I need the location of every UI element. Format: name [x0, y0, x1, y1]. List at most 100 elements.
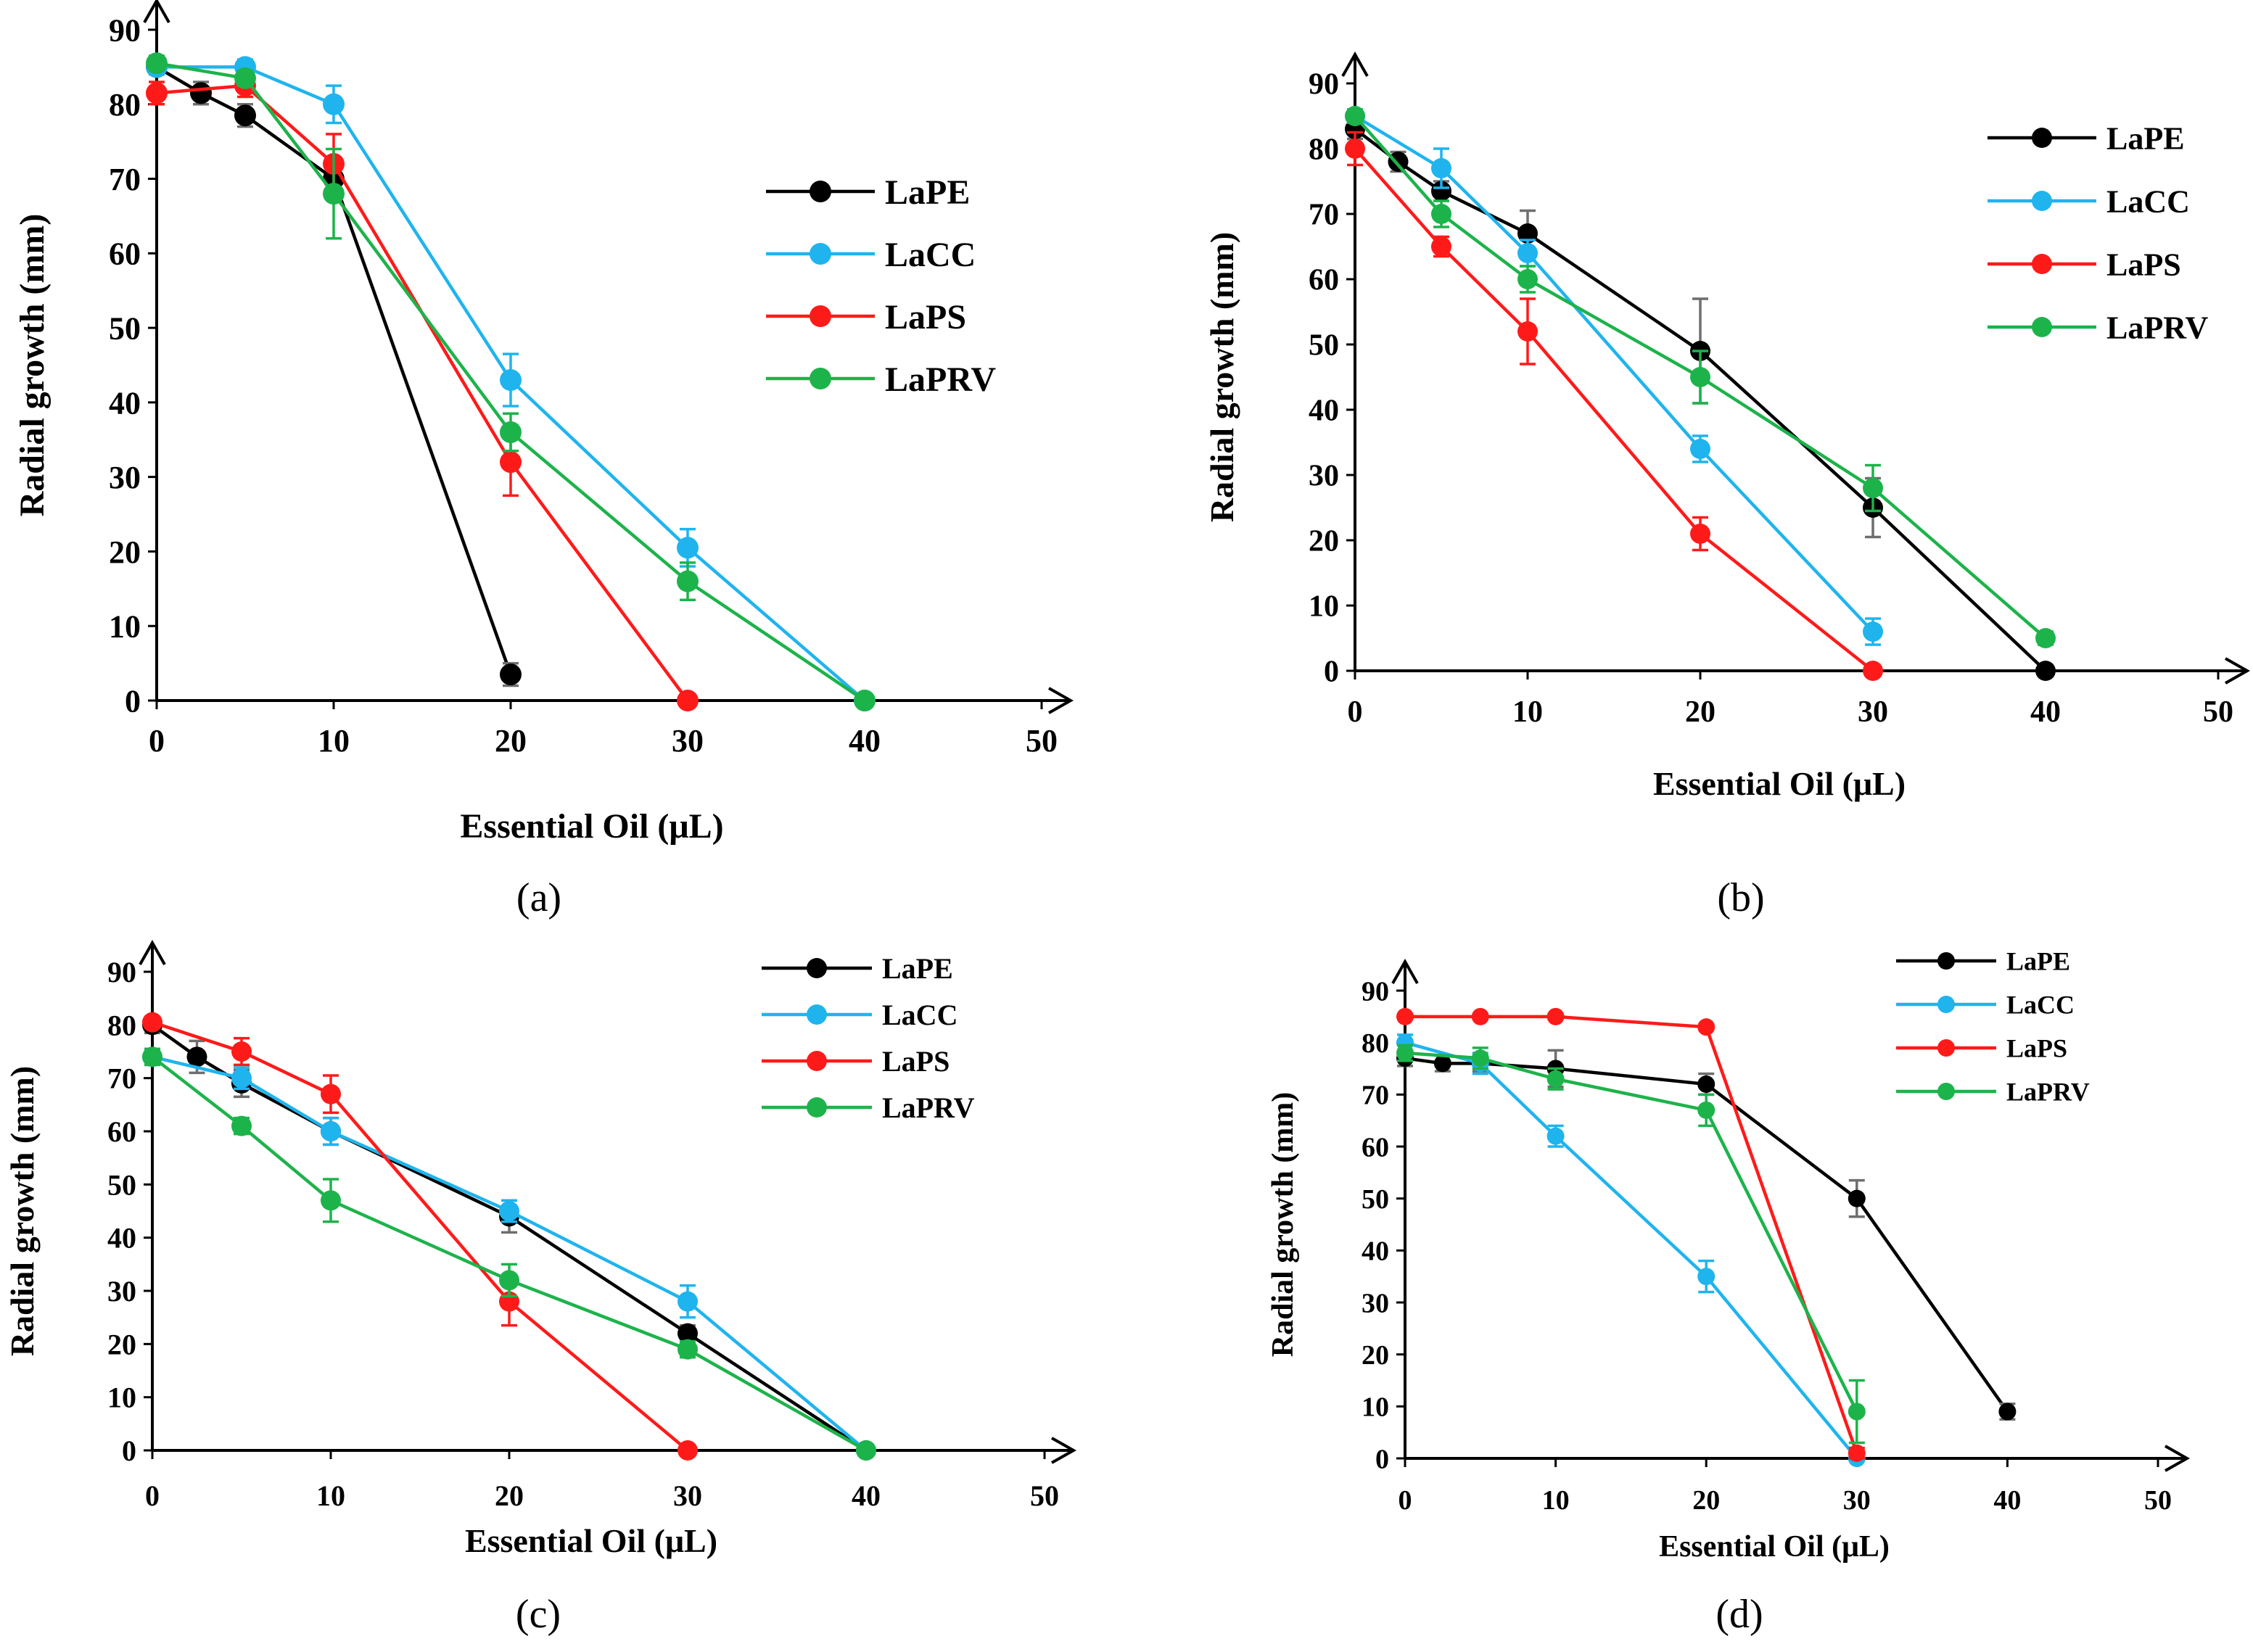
data-point — [321, 1121, 341, 1141]
legend-label-lape: LaPE — [882, 952, 953, 985]
x-tick-label: 40 — [2030, 695, 2061, 729]
x-tick-label: 20 — [1692, 1485, 1720, 1516]
legend-marker — [2032, 191, 2052, 211]
data-point — [677, 1440, 698, 1461]
data-point — [321, 1190, 341, 1211]
data-point — [1848, 1444, 1866, 1462]
y-tick-label: 80 — [109, 87, 141, 123]
data-point — [1546, 1007, 1565, 1025]
series-line — [152, 1055, 868, 1452]
data-point — [1396, 1044, 1414, 1062]
x-tick-label: 50 — [1026, 723, 1058, 759]
data-point — [186, 1046, 207, 1067]
data-point — [1697, 1075, 1716, 1093]
data-point — [142, 1012, 162, 1033]
y-tick-label: 80 — [107, 1009, 136, 1041]
legend-marker — [810, 305, 831, 327]
legend-marker — [810, 181, 831, 202]
data-point — [1697, 1018, 1716, 1036]
legend-label-laps: LaPS — [2106, 247, 2181, 282]
data-point — [190, 82, 212, 104]
x-tick-label: 30 — [1858, 695, 1888, 729]
data-point — [1697, 1268, 1716, 1286]
data-point — [1345, 106, 1365, 126]
y-tick-label: 0 — [1375, 1444, 1389, 1474]
chart-panel-d: 0 10 20 30 40 50 60 70 80 90 0 10 20 30 40 50 Essential … — [1266, 947, 2191, 1637]
y-tick-label: 40 — [107, 1222, 136, 1255]
series-lacc: LaCC — [1345, 106, 2190, 646]
series-line — [1354, 147, 1874, 672]
data-point — [321, 1083, 341, 1104]
y-axis-arrow — [139, 939, 166, 965]
data-point — [1433, 1054, 1451, 1073]
x-tick-label: 30 — [1843, 1485, 1871, 1516]
legend-marker — [1937, 1083, 1955, 1100]
panel-label: (c) — [516, 1592, 561, 1637]
panel-label: (a) — [516, 875, 561, 920]
series-lape: LaPE — [146, 56, 970, 687]
legend-marker — [807, 1051, 827, 1071]
data-point — [323, 93, 345, 115]
y-tick-label: 0 — [125, 683, 141, 719]
series-laps: LaPS — [142, 1012, 950, 1461]
panel-label: (b) — [1717, 875, 1764, 920]
y-axis-arrow — [143, 0, 170, 23]
y-tick-label: 30 — [1309, 460, 1339, 493]
x-axis-title: Essential Oil (μL) — [1659, 1530, 1890, 1564]
series-line — [156, 62, 866, 702]
y-axis-title: Radial growth (mm) — [1266, 1092, 1300, 1358]
data-point — [500, 421, 522, 443]
series-laps: LaPS — [1345, 131, 2181, 681]
y-tick-label: 60 — [1309, 264, 1339, 297]
x-tick-label: 10 — [1542, 1485, 1570, 1516]
series-line — [151, 1055, 868, 1452]
x-axis-title: Essential Oil (μL) — [465, 1522, 717, 1559]
series-lacc: LaCC — [146, 56, 976, 711]
series-line — [157, 65, 866, 702]
y-tick-label: 10 — [107, 1382, 136, 1414]
data-point — [234, 104, 256, 127]
legend-label-lape: LaPE — [2006, 947, 2070, 976]
y-tick-label: 30 — [1362, 1288, 1389, 1318]
x-tick-label: 20 — [1685, 695, 1716, 729]
legend-marker — [807, 1004, 827, 1025]
legend-label-laprv: LaPRV — [2106, 310, 2208, 345]
x-axis-arrow — [1051, 1437, 1077, 1464]
legend-marker — [807, 958, 827, 978]
data-point — [1388, 152, 1409, 172]
data-point — [1431, 204, 1451, 224]
series-line — [1404, 1041, 1858, 1460]
legend-label-lacc: LaCC — [2106, 183, 2190, 219]
data-point — [1546, 1070, 1565, 1088]
x-tick-label: 20 — [495, 1479, 524, 1512]
y-tick-label: 40 — [1362, 1236, 1389, 1267]
y-tick-label: 90 — [109, 12, 141, 48]
x-axis-arrow — [2225, 657, 2251, 685]
y-tick-label: 10 — [109, 609, 141, 645]
y-axis-arrow — [1341, 51, 1369, 77]
x-tick-label: 50 — [1030, 1479, 1059, 1512]
y-tick-label: 10 — [1362, 1392, 1389, 1423]
y-axis-title: Radial growth (mm) — [13, 214, 52, 517]
data-point — [234, 67, 256, 89]
y-tick-label: 60 — [109, 236, 141, 272]
y-tick-label: 90 — [1362, 976, 1389, 1007]
data-point — [856, 1440, 876, 1461]
data-point — [1471, 1007, 1489, 1025]
series-laps: LaPS — [146, 73, 966, 711]
y-tick-label: 50 — [1309, 329, 1339, 363]
data-point — [1517, 321, 1538, 342]
x-tick-label: 0 — [149, 723, 165, 759]
x-tick-label: 10 — [316, 1479, 345, 1512]
series-line — [1404, 1051, 1858, 1413]
data-point — [142, 1046, 162, 1067]
x-tick-label: 50 — [2203, 695, 2233, 729]
data-point — [1431, 158, 1451, 178]
y-tick-label: 20 — [109, 534, 141, 570]
chart-panel-a: 0 10 20 30 40 50 60 70 80 90 0 10 20 30 40 50 Essential … — [13, 0, 1074, 920]
series-laprv: LaPRV — [142, 1046, 975, 1461]
legend-label-laps: LaPS — [882, 1045, 950, 1078]
data-point — [677, 1323, 698, 1344]
series-lape: LaPE — [1345, 117, 2185, 681]
